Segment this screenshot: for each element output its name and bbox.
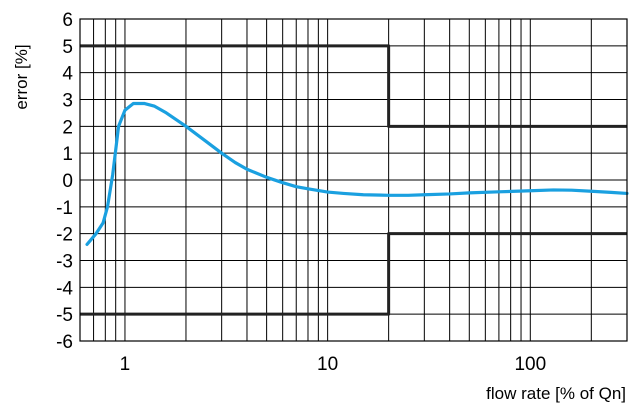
upper-limit-line [80,44,627,128]
y-tick-label: -2 [56,225,73,246]
y-tick-label: 2 [62,117,73,138]
y-tick-label: 3 [62,91,73,112]
lower-limit-line [80,232,627,316]
y-tick-label: -5 [56,305,73,326]
y-tick-label: -6 [56,332,73,353]
error-curve-group [85,101,629,246]
y-tick-label: 4 [62,64,73,85]
x-tick-label: 100 [514,354,546,375]
y-tick-label: 0 [62,171,73,192]
y-tick-labels: 6 5 4 3 2 1 0 -1 -2 -3 -4 -5 -6 [56,10,73,353]
y-tick-label: 1 [62,144,73,165]
x-tick-labels: 1 10 100 [120,354,546,375]
y-axis-title: error [%] [12,44,31,109]
limit-lines [80,44,627,316]
y-tick-label: -3 [56,252,73,273]
plot-frame-group [79,18,628,342]
error-curve [85,101,629,246]
y-tick-label: -1 [56,198,73,219]
y-tick-label: 6 [62,10,73,31]
grid [79,18,628,342]
plot-frame [79,18,628,342]
x-tick-label: 1 [120,354,131,375]
y-tick-label: 5 [62,37,73,58]
x-axis-title: flow rate [% of Qn] [486,384,626,403]
x-tick-label: 10 [317,354,338,375]
y-tick-label: -4 [56,278,73,299]
